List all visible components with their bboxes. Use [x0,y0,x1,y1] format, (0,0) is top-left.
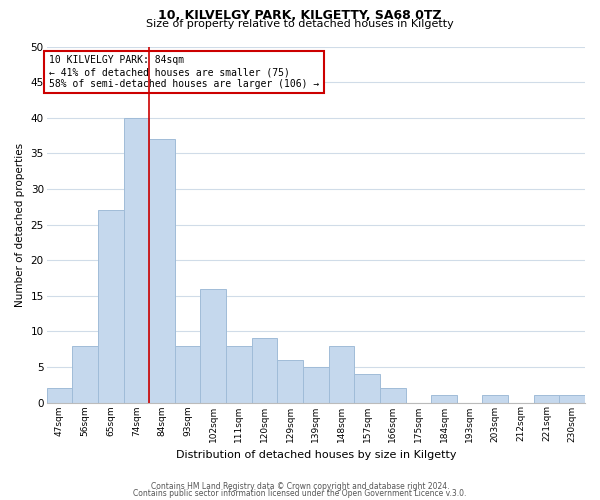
Bar [482,396,508,402]
Bar [329,346,354,403]
Y-axis label: Number of detached properties: Number of detached properties [15,142,25,306]
Bar [303,367,329,402]
Text: 10 KILVELGY PARK: 84sqm
← 41% of detached houses are smaller (75)
58% of semi-de: 10 KILVELGY PARK: 84sqm ← 41% of detache… [49,56,320,88]
Bar [200,288,226,403]
Bar [251,338,277,402]
Text: Contains HM Land Registry data © Crown copyright and database right 2024.: Contains HM Land Registry data © Crown c… [151,482,449,491]
Bar [354,374,380,402]
Bar [124,118,149,403]
Bar [431,396,457,402]
Bar [559,396,585,402]
Text: Contains public sector information licensed under the Open Government Licence v.: Contains public sector information licen… [133,488,467,498]
Bar [175,346,200,403]
X-axis label: Distribution of detached houses by size in Kilgetty: Distribution of detached houses by size … [176,450,456,460]
Bar [149,139,175,402]
Bar [98,210,124,402]
Bar [380,388,406,402]
Bar [47,388,72,402]
Bar [534,396,559,402]
Text: Size of property relative to detached houses in Kilgetty: Size of property relative to detached ho… [146,19,454,29]
Text: 10, KILVELGY PARK, KILGETTY, SA68 0TZ: 10, KILVELGY PARK, KILGETTY, SA68 0TZ [158,9,442,22]
Bar [277,360,303,403]
Bar [226,346,251,403]
Bar [72,346,98,403]
